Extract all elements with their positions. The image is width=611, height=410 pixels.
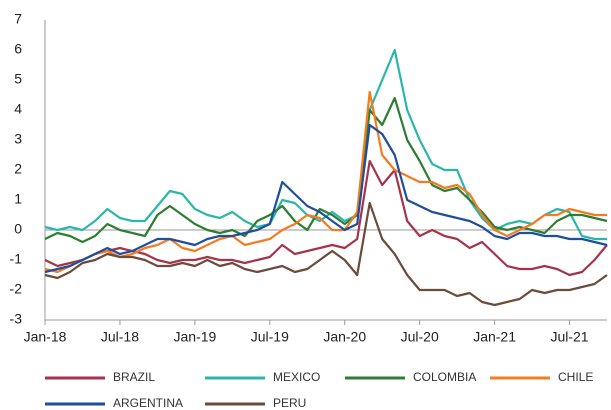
x-tick-label: Jan-20	[323, 329, 366, 345]
y-tick-label: 4	[14, 101, 22, 117]
series-line	[44, 201, 608, 307]
legend-label: COLOMBIA	[413, 370, 476, 384]
series-line	[44, 48, 607, 241]
y-tick-label: 7	[14, 11, 22, 27]
series-line	[44, 123, 608, 274]
y-tick-label: -1	[10, 251, 23, 267]
y-tick-label: 0	[14, 221, 22, 237]
legend-label: MEXICO	[273, 370, 320, 384]
series-line	[44, 96, 608, 244]
x-tick-label: Jul-18	[101, 329, 139, 345]
legend-label: BRAZIL	[113, 370, 155, 384]
x-tick-label: Jul-19	[251, 329, 289, 345]
x-tick-label: Jan-18	[24, 329, 67, 345]
x-tick-label: Jul-20	[401, 329, 439, 345]
series-line	[44, 159, 608, 277]
y-tick-label: 3	[14, 131, 22, 147]
legend-label: CHILE	[558, 370, 593, 384]
y-tick-label: 5	[14, 71, 22, 87]
y-tick-label: -2	[10, 281, 23, 297]
x-tick-label: Jul-21	[550, 329, 588, 345]
y-tick-label: 2	[14, 161, 22, 177]
y-tick-label: 1	[14, 191, 22, 207]
legend-label: ARGENTINA	[113, 396, 183, 410]
x-tick-label: Jan-19	[173, 329, 216, 345]
x-tick-label: Jan-21	[473, 329, 516, 345]
legend-label: PERU	[273, 396, 306, 410]
y-tick-label: -3	[10, 311, 23, 327]
y-tick-label: 6	[14, 41, 22, 57]
series-line	[44, 90, 607, 274]
